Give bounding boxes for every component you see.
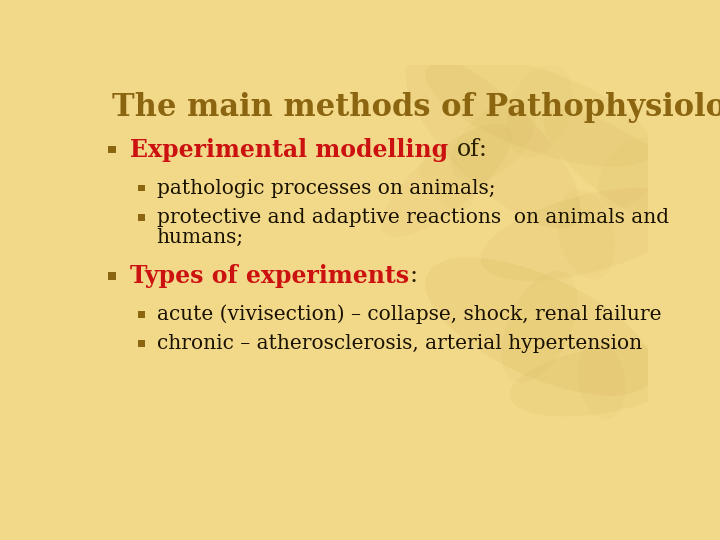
Ellipse shape bbox=[425, 258, 654, 396]
Bar bbox=[138, 311, 145, 318]
Text: humans;: humans; bbox=[157, 228, 244, 247]
Bar bbox=[138, 185, 145, 192]
Ellipse shape bbox=[502, 271, 577, 382]
Bar bbox=[138, 340, 145, 347]
Text: Experimental modelling: Experimental modelling bbox=[130, 138, 456, 161]
Ellipse shape bbox=[510, 345, 693, 416]
Text: Types of experiments: Types of experiments bbox=[130, 264, 410, 288]
Bar bbox=[138, 214, 145, 221]
Text: The main methods of Pathophysiology: The main methods of Pathophysiology bbox=[112, 92, 720, 123]
Ellipse shape bbox=[419, 151, 474, 210]
Ellipse shape bbox=[557, 189, 615, 279]
Bar bbox=[108, 146, 116, 153]
Ellipse shape bbox=[507, 64, 572, 158]
Text: :: : bbox=[410, 264, 418, 287]
Ellipse shape bbox=[577, 342, 626, 420]
Text: chronic – atherosclerosis, arterial hypertension: chronic – atherosclerosis, arterial hype… bbox=[157, 334, 642, 353]
Text: of:: of: bbox=[456, 138, 487, 161]
Ellipse shape bbox=[598, 137, 660, 208]
Bar bbox=[108, 272, 116, 280]
Text: pathologic processes on animals;: pathologic processes on animals; bbox=[157, 179, 495, 198]
Ellipse shape bbox=[405, 55, 580, 229]
Ellipse shape bbox=[426, 55, 653, 167]
Ellipse shape bbox=[382, 124, 512, 237]
Ellipse shape bbox=[481, 188, 691, 281]
Ellipse shape bbox=[451, 100, 534, 183]
Ellipse shape bbox=[544, 109, 714, 236]
Text: acute (vivisection) – collapse, shock, renal failure: acute (vivisection) – collapse, shock, r… bbox=[157, 305, 661, 324]
Text: protective and adaptive reactions  on animals and: protective and adaptive reactions on ani… bbox=[157, 208, 669, 227]
